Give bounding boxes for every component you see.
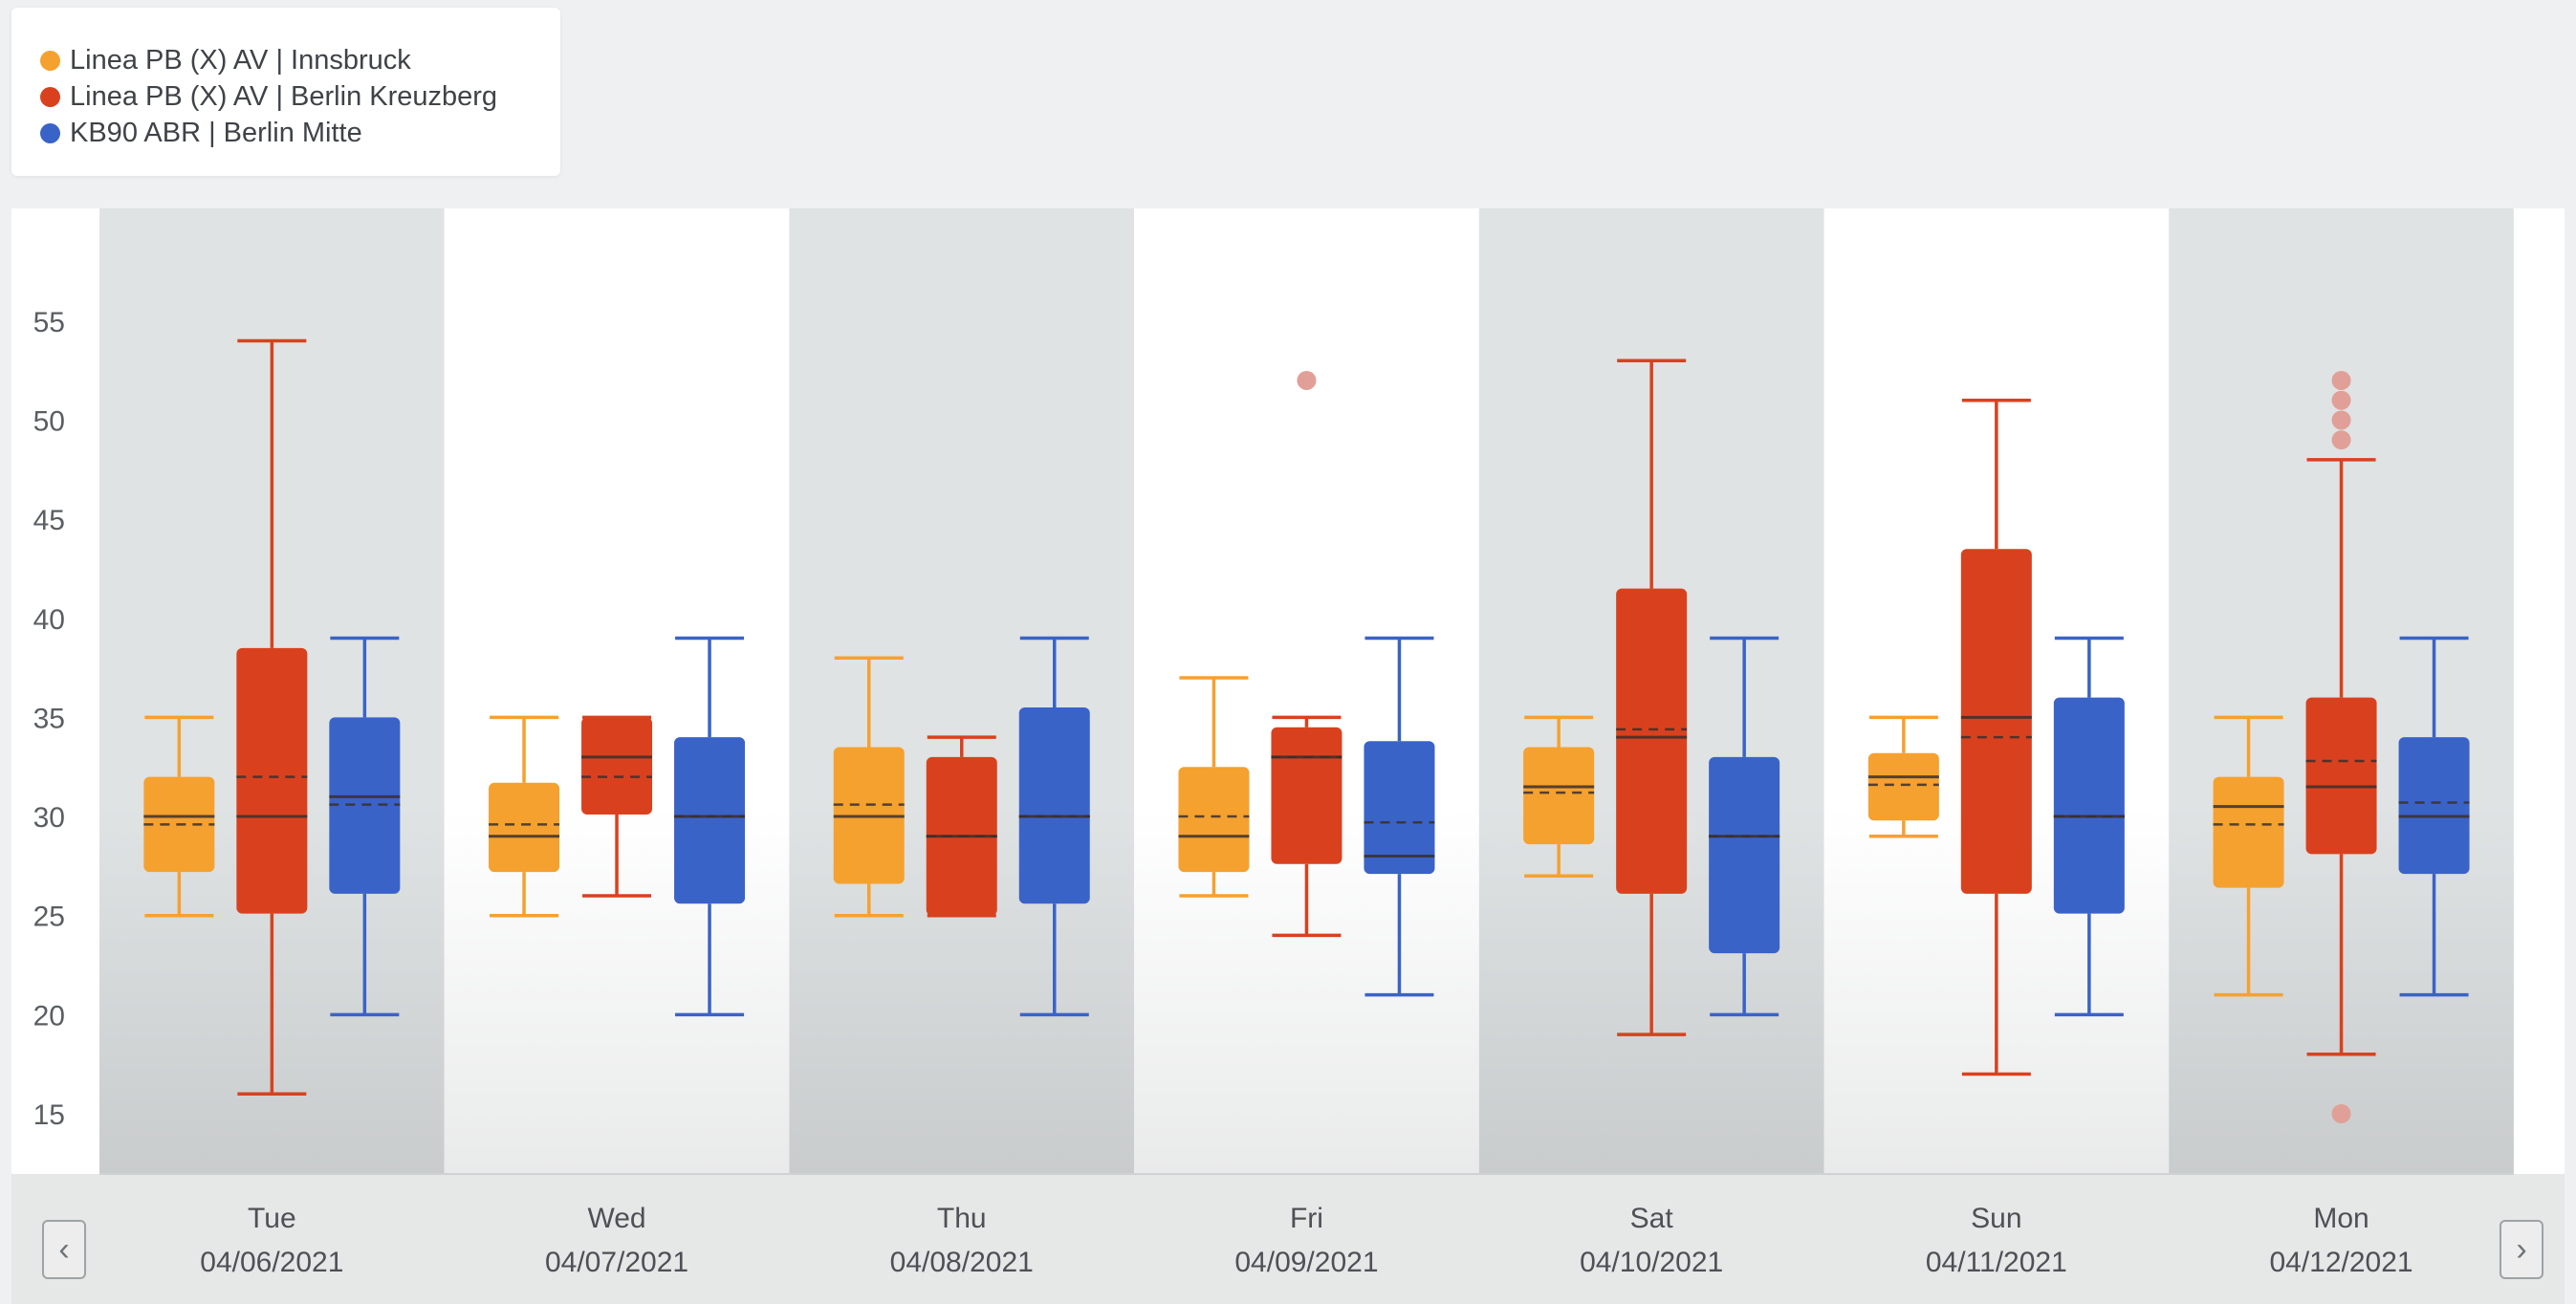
box-plot-1[interactable] (926, 735, 997, 918)
x-tick-date-label: 04/08/2021 (890, 1247, 1034, 1278)
outlier-point (1297, 370, 1317, 390)
box-plot-1[interactable] (581, 715, 653, 898)
category-band (444, 208, 790, 1174)
y-tick-label: 45 (33, 505, 65, 536)
iqr-box (2213, 776, 2284, 888)
iqr-box (1178, 767, 1250, 873)
iqr-box (489, 782, 560, 873)
iqr-box (1709, 756, 1780, 954)
box-plot-1[interactable] (1271, 370, 1343, 938)
outlier-point (2331, 370, 2351, 390)
iqr-box (236, 647, 308, 914)
box-plot-1[interactable] (1616, 359, 1688, 1036)
box-plot-0[interactable] (143, 715, 215, 918)
iqr-box (1271, 727, 1343, 864)
legend-item[interactable]: Linea PB (X) AV | Innsbruck (40, 42, 560, 78)
next-page-button[interactable]: › (2500, 1220, 2543, 1279)
box-plot-2[interactable] (1018, 636, 1090, 1017)
box-plot-0[interactable] (833, 656, 905, 918)
x-tick-date-label: 04/07/2021 (545, 1247, 688, 1278)
y-tick-label: 15 (33, 1099, 65, 1131)
x-tick-day-label: Fri (1290, 1203, 1323, 1234)
iqr-box (1960, 549, 2032, 894)
iqr-box (1364, 741, 1435, 875)
iqr-box (2305, 697, 2377, 855)
y-tick-label: 35 (33, 703, 65, 734)
iqr-box (1018, 707, 1090, 904)
x-tick-day-label: Tue (248, 1203, 296, 1234)
box-plot-0[interactable] (2213, 715, 2284, 997)
box-plot-1[interactable] (236, 338, 308, 1097)
box-plot-2[interactable] (1364, 636, 1435, 997)
x-tick-day-label: Wed (587, 1203, 645, 1234)
chevron-right-icon: › (2516, 1230, 2527, 1268)
x-tick-date-label: 04/12/2021 (2269, 1247, 2412, 1278)
iqr-box (1867, 752, 1939, 821)
x-tick-day-label: Sun (1971, 1203, 2021, 1234)
x-tick-date-label: 04/06/2021 (200, 1247, 343, 1278)
box-plot-0[interactable] (1178, 676, 1250, 898)
legend-item[interactable]: Linea PB (X) AV | Berlin Kreuzberg (40, 78, 560, 115)
x-tick-date-label: 04/11/2021 (1926, 1247, 2067, 1278)
box-plot-0[interactable] (1867, 715, 1939, 838)
box-plot-0[interactable] (489, 715, 560, 918)
category-band (789, 208, 1135, 1174)
iqr-box (2398, 737, 2470, 875)
x-tick-day-label: Mon (2313, 1203, 2369, 1234)
box-plot-2[interactable] (1709, 636, 1780, 1017)
legend-label: Linea PB (X) AV | Berlin Kreuzberg (70, 80, 498, 112)
x-tick-day-label: Sat (1630, 1203, 1674, 1234)
legend-marker (40, 122, 60, 143)
previous-page-button[interactable]: ‹ (42, 1220, 86, 1279)
outlier-point (2331, 410, 2351, 430)
box-plot-2[interactable] (2053, 636, 2125, 1017)
outlier-point (2331, 430, 2351, 450)
y-tick-label: 30 (33, 802, 65, 834)
x-axis-area-background (11, 1174, 2565, 1304)
x-tick-date-label: 04/10/2021 (1580, 1247, 1723, 1278)
legend-marker (40, 50, 60, 71)
chart-legend: Linea PB (X) AV | Innsbruck Linea PB (X) … (11, 8, 560, 176)
y-tick-label: 25 (33, 902, 65, 933)
iqr-box (2053, 697, 2125, 914)
outlier-point (2331, 1104, 2351, 1123)
x-tick-date-label: 04/09/2021 (1234, 1247, 1378, 1278)
legend-label: KB90 ABR | Berlin Mitte (70, 117, 362, 148)
y-tick-label: 40 (33, 604, 65, 636)
box-plot-0[interactable] (1523, 715, 1595, 878)
box-plot-2[interactable] (674, 636, 746, 1017)
outlier-point (2331, 390, 2351, 410)
box-plot-1[interactable] (2305, 370, 2377, 1123)
iqr-box (1523, 747, 1595, 845)
box-plot-1[interactable] (1960, 398, 2032, 1076)
y-tick-label: 20 (33, 1000, 65, 1032)
y-tick-label: 50 (33, 405, 65, 437)
iqr-box (1616, 588, 1688, 894)
iqr-box (581, 717, 653, 815)
legend-label: Linea PB (X) AV | Innsbruck (70, 44, 411, 76)
box-plot-2[interactable] (2398, 636, 2470, 997)
box-plot-2[interactable] (329, 636, 401, 1017)
chevron-left-icon: ‹ (58, 1230, 70, 1268)
iqr-box (674, 737, 746, 904)
legend-item[interactable]: KB90 ABR | Berlin Mitte (40, 115, 560, 151)
y-tick-label: 55 (33, 307, 65, 338)
legend-marker (40, 86, 60, 107)
category-band (1134, 208, 1479, 1174)
x-tick-day-label: Thu (937, 1203, 987, 1234)
